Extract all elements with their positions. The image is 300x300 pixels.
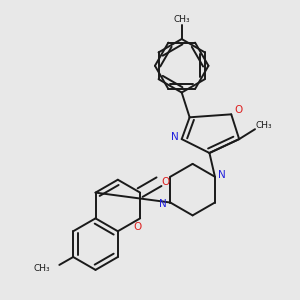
Text: CH₃: CH₃: [256, 121, 272, 130]
Text: N: N: [160, 200, 167, 209]
Text: O: O: [162, 177, 170, 187]
Text: O: O: [133, 222, 141, 232]
Text: CH₃: CH₃: [173, 15, 190, 24]
Text: O: O: [234, 105, 242, 116]
Text: CH₃: CH₃: [34, 264, 50, 273]
Text: N: N: [218, 170, 226, 180]
Text: N: N: [171, 132, 178, 142]
